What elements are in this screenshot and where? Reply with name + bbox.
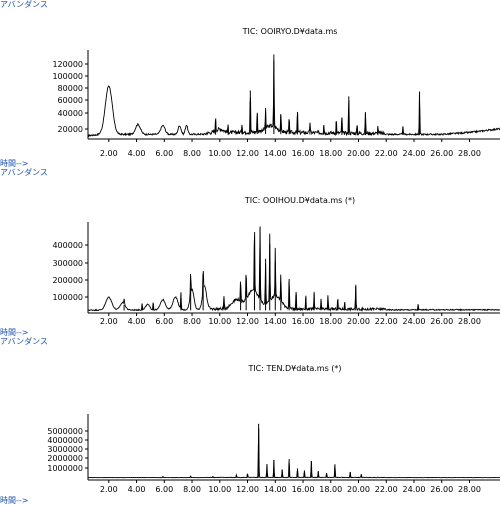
x-tick-label: 10.00 xyxy=(208,485,231,494)
x-tick-label: 12.00 xyxy=(236,317,259,326)
y-tick-label: 80000 xyxy=(58,84,83,93)
y-axis-label: アバンダンス xyxy=(0,0,48,9)
y-tick-label: 300000 xyxy=(52,259,83,268)
x-tick-label: 26.00 xyxy=(430,485,453,494)
y-tick-label: 400000 xyxy=(52,241,83,250)
x-tick-label: 14.00 xyxy=(264,485,287,494)
x-tick-label: 10.00 xyxy=(208,317,231,326)
x-tick-label: 2.00 xyxy=(100,485,118,494)
chart-ten: アバンダンス TIC: TEN.D¥data.ms (*) 時間--> 5000… xyxy=(0,336,500,505)
y-tick-label: 4000000 xyxy=(47,436,83,445)
x-tick-label: 28.00 xyxy=(458,485,481,494)
x-tick-label: 2.00 xyxy=(100,317,118,326)
y-tick-label: 3000000 xyxy=(47,445,83,454)
y-tick-label: 40000 xyxy=(58,109,83,118)
x-tick-label: 6.00 xyxy=(155,149,173,158)
x-tick-label: 8.00 xyxy=(183,149,201,158)
x-tick-label: 4.00 xyxy=(128,317,146,326)
x-axis-label: 時間--> xyxy=(0,328,28,337)
chart-title: TIC: OOIHOU.D¥data.ms (*) xyxy=(244,196,355,205)
x-tick-label: 16.00 xyxy=(292,485,315,494)
x-tick-label: 26.00 xyxy=(430,317,453,326)
x-tick-label: 24.00 xyxy=(403,149,426,158)
x-tick-label: 8.00 xyxy=(183,317,201,326)
y-tick-label: 2000000 xyxy=(47,454,83,463)
chart-title: TIC: TEN.D¥data.ms (*) xyxy=(247,364,341,373)
x-tick-label: 18.00 xyxy=(319,317,342,326)
chart-ooiryo: アバンダンス TIC: OOIRYO.D¥data.ms 時間--> 12000… xyxy=(0,0,500,168)
x-tick-label: 2.00 xyxy=(100,149,118,158)
x-tick-label: 10.00 xyxy=(208,149,231,158)
y-tick-label: 100000 xyxy=(52,293,83,302)
x-tick-label: 8.00 xyxy=(183,485,201,494)
x-tick-label: 16.00 xyxy=(292,149,315,158)
x-tick-label: 20.00 xyxy=(347,485,370,494)
x-tick-label: 12.00 xyxy=(236,485,259,494)
x-tick-label: 24.00 xyxy=(403,485,426,494)
tic-trace-line xyxy=(87,428,500,479)
x-axis-label: 時間--> xyxy=(0,159,28,168)
x-tick-label: 4.00 xyxy=(128,485,146,494)
y-tick-label: 60000 xyxy=(58,96,83,105)
x-tick-label: 22.00 xyxy=(375,317,398,326)
y-tick-label: 5000000 xyxy=(47,427,83,436)
y-axis-label-static: アバンダンス xyxy=(0,336,48,346)
x-tick-label: 12.00 xyxy=(236,149,259,158)
y-axis-label: アバンダンス xyxy=(0,167,48,177)
tic-trace-line xyxy=(87,226,500,312)
x-axis-label: 時間--> xyxy=(0,496,28,505)
x-tick-label: 24.00 xyxy=(403,317,426,326)
x-tick-label: 16.00 xyxy=(292,317,315,326)
y-tick-label: 200000 xyxy=(52,276,83,285)
tic-trace-line xyxy=(87,54,500,138)
y-tick-label: 1000000 xyxy=(47,464,83,473)
x-tick-label: 20.00 xyxy=(347,149,370,158)
x-tick-label: 28.00 xyxy=(458,317,481,326)
x-tick-label: 18.00 xyxy=(319,485,342,494)
y-tick-label: 100000 xyxy=(52,72,83,81)
chart-ooihou: アバンダンス TIC: OOIHOU.D¥data.ms (*) 時間--> 4… xyxy=(0,167,500,337)
y-tick-label: 20000 xyxy=(58,125,83,134)
x-tick-label: 22.00 xyxy=(375,149,398,158)
x-tick-label: 14.00 xyxy=(264,317,287,326)
x-tick-label: 6.00 xyxy=(155,485,173,494)
x-tick-label: 28.00 xyxy=(458,149,481,158)
y-tick-label: 120000 xyxy=(52,60,83,69)
x-tick-label: 22.00 xyxy=(375,485,398,494)
x-tick-label: 26.00 xyxy=(430,149,453,158)
chart-title: TIC: OOIRYO.D¥data.ms xyxy=(242,27,338,36)
x-tick-label: 14.00 xyxy=(264,149,287,158)
x-tick-label: 18.00 xyxy=(319,149,342,158)
x-tick-label: 6.00 xyxy=(155,317,173,326)
x-tick-label: 4.00 xyxy=(128,149,146,158)
x-tick-label: 20.00 xyxy=(347,317,370,326)
